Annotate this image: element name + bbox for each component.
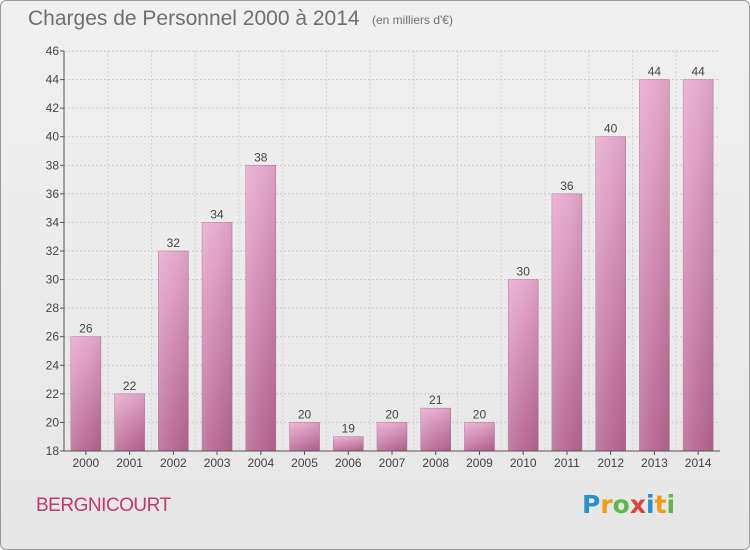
commune-name: BERGNICOURT: [36, 495, 171, 516]
y-tick-label: 30: [46, 273, 60, 287]
bar-shine: [683, 79, 714, 452]
bar-shine: [508, 279, 539, 451]
bar-shine: [70, 336, 101, 451]
x-tick-label: 2003: [204, 456, 231, 470]
data-label: 20: [385, 407, 399, 421]
y-tick-label: 32: [46, 244, 60, 258]
bars: [70, 79, 714, 452]
data-label: 38: [254, 150, 268, 164]
x-tick-label: 2011: [554, 456, 580, 470]
data-label: 20: [473, 407, 487, 421]
logo-letter: o: [612, 490, 630, 519]
data-label: 22: [123, 379, 137, 393]
logo-letter: P: [582, 490, 601, 519]
data-label: 32: [167, 236, 181, 250]
bar-shine: [464, 422, 495, 451]
y-tick-label: 26: [46, 330, 60, 344]
x-tick-label: 2005: [291, 456, 318, 470]
x-tick-label: 2002: [160, 456, 187, 470]
data-label: 44: [648, 65, 662, 79]
proxiti-logo: Proxiti: [582, 490, 675, 519]
chart-title: Charges de Personnel 2000 à 2014: [28, 7, 360, 30]
x-tick-label: 2008: [422, 456, 449, 470]
x-tick-label: 2013: [641, 456, 668, 470]
data-label: 36: [560, 179, 574, 193]
y-tick-label: 40: [46, 130, 60, 144]
data-labels: 26 22 32 34 38 20 19 20 21 20 30 36 40 44 44: [79, 65, 705, 436]
x-tick-label: 2012: [597, 456, 624, 470]
bar-shine: [333, 436, 364, 451]
data-label: 20: [298, 407, 312, 421]
data-label: 21: [429, 393, 443, 407]
logo-letter: t: [654, 490, 667, 519]
data-label: 19: [342, 422, 356, 436]
bar-shine: [114, 393, 145, 451]
logo-letter: i: [646, 490, 655, 519]
bar-shine: [639, 79, 670, 452]
chart-subtitle: (en milliers d'€): [372, 13, 453, 27]
y-tick-label: 46: [46, 44, 60, 58]
data-label: 34: [210, 207, 224, 221]
x-tick-label: 2009: [466, 456, 493, 470]
x-tick-label: 2006: [335, 456, 362, 470]
y-tick-label: 36: [46, 187, 60, 201]
bar-shine: [551, 193, 582, 451]
y-tick-label: 24: [46, 358, 60, 372]
x-tick-label: 2000: [73, 456, 100, 470]
data-label: 26: [79, 322, 93, 336]
x-tick-label: 2007: [379, 456, 406, 470]
x-tick-label: 2004: [247, 456, 274, 470]
data-label: 40: [604, 122, 618, 136]
y-tick-label: 34: [46, 215, 60, 229]
logo-letter: i: [666, 490, 676, 519]
x-tick-label: 2001: [116, 456, 143, 470]
bar-shine: [289, 422, 320, 451]
grid-lines: [64, 50, 720, 452]
y-tick-label: 18: [46, 444, 60, 458]
bar-shine: [595, 136, 626, 451]
bar-shine: [158, 251, 189, 451]
data-label: 44: [691, 65, 705, 79]
bar-shine: [245, 165, 276, 452]
y-tick-label: 42: [46, 101, 60, 115]
x-tick-label: 2014: [685, 456, 712, 470]
data-label: 30: [517, 265, 531, 279]
y-tick-label: 22: [46, 387, 60, 401]
bar-shine: [377, 422, 407, 451]
y-tick-label: 44: [46, 73, 60, 87]
logo-letter: r: [600, 490, 613, 519]
y-tick-label: 38: [46, 158, 60, 172]
x-tick-label: 2010: [510, 456, 537, 470]
y-axis: 18 20 22 24 26 28 30 32 34 36 38 40 42 44 46: [46, 44, 65, 458]
x-axis: 2000 2001 2002 2003 2004 2005 2006 2007 2008 2009…: [64, 450, 720, 470]
y-tick-label: 20: [46, 415, 60, 429]
bar-shine: [202, 222, 233, 451]
logo-letter: x: [629, 490, 646, 519]
bar-shine: [420, 408, 451, 451]
y-tick-label: 28: [46, 301, 60, 315]
